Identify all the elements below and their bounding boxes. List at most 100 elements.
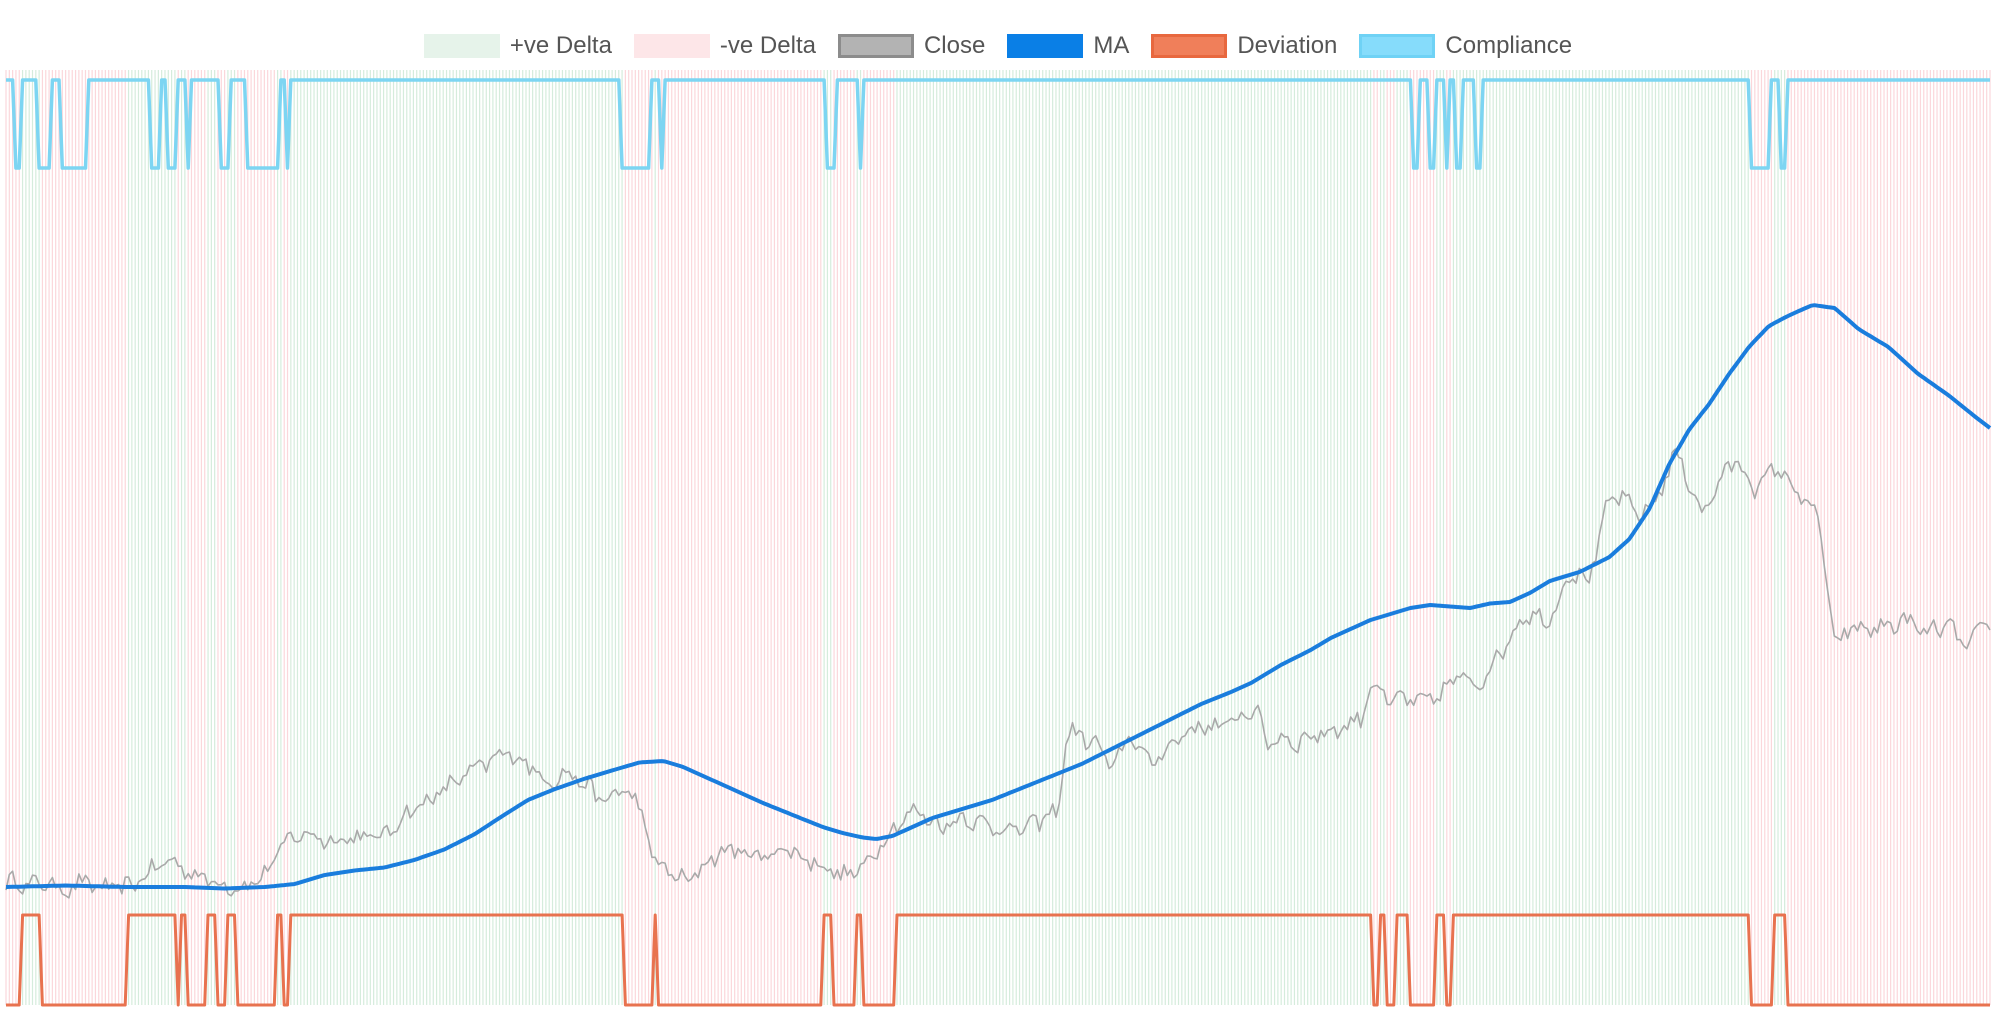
- negative-delta-band: [720, 70, 723, 1005]
- negative-delta-band: [684, 70, 686, 1005]
- positive-delta-band: [1697, 70, 1700, 1005]
- negative-delta-band: [767, 70, 769, 1005]
- positive-delta-band: [171, 70, 173, 1005]
- negative-delta-band: [71, 70, 73, 1005]
- legend-item-ma[interactable]: MA: [1007, 32, 1129, 60]
- positive-delta-band: [1081, 70, 1084, 1005]
- positive-delta-band: [1495, 70, 1498, 1005]
- positive-delta-band: [1340, 70, 1342, 1005]
- negative-delta-band: [220, 70, 222, 1005]
- positive-delta-band: [1396, 70, 1398, 1005]
- positive-delta-band: [1664, 70, 1667, 1005]
- negative-delta-band: [68, 70, 70, 1005]
- negative-delta-band: [1929, 70, 1931, 1005]
- positive-delta-band: [214, 70, 216, 1005]
- negative-delta-band: [1979, 70, 1981, 1005]
- positive-delta-band: [1585, 70, 1587, 1005]
- positive-delta-band: [134, 70, 136, 1005]
- positive-delta-band: [35, 70, 37, 1005]
- positive-delta-band: [604, 70, 607, 1005]
- negative-delta-band: [1833, 70, 1835, 1005]
- negative-delta-band: [1876, 70, 1878, 1005]
- negative-delta-band: [893, 70, 895, 1005]
- negative-delta-band: [118, 70, 120, 1005]
- negative-delta-band: [91, 70, 93, 1005]
- negative-delta-band: [691, 70, 693, 1005]
- negative-delta-band: [677, 70, 679, 1005]
- positive-delta-band: [1012, 70, 1014, 1005]
- negative-delta-band: [197, 70, 199, 1005]
- positive-delta-band: [28, 70, 30, 1005]
- negative-delta-band: [12, 70, 14, 1005]
- positive-delta-band: [1353, 70, 1355, 1005]
- positive-delta-band: [985, 70, 988, 1005]
- positive-delta-band: [227, 70, 229, 1005]
- negative-delta-band: [253, 70, 256, 1005]
- negative-delta-band: [647, 70, 650, 1005]
- negative-delta-band: [820, 70, 822, 1005]
- positive-delta-band: [1701, 70, 1703, 1005]
- positive-delta-band: [1721, 70, 1723, 1005]
- positive-delta-band: [939, 70, 941, 1005]
- positive-delta-band: [1343, 70, 1345, 1005]
- negative-delta-band: [657, 70, 660, 1005]
- positive-delta-band: [1058, 70, 1060, 1005]
- positive-delta-band: [336, 70, 338, 1005]
- legend-item-close[interactable]: Close: [837, 32, 986, 60]
- negative-delta-band: [1896, 70, 1898, 1005]
- negative-delta-band: [78, 70, 80, 1005]
- negative-delta-band: [61, 70, 63, 1005]
- negative-delta-band: [124, 70, 126, 1005]
- positive-delta-band: [1383, 70, 1385, 1005]
- positive-delta-band: [962, 70, 964, 1005]
- negative-delta-band: [744, 70, 746, 1005]
- positive-delta-band: [1118, 70, 1120, 1005]
- positive-delta-band: [1042, 70, 1044, 1005]
- positive-delta-band: [1346, 70, 1349, 1005]
- positive-delta-band: [1489, 70, 1491, 1005]
- positive-delta-band: [343, 70, 345, 1005]
- positive-delta-band: [373, 70, 375, 1005]
- negative-delta-band: [1860, 70, 1862, 1005]
- positive-delta-band: [1737, 70, 1739, 1005]
- legend-item-negative-delta[interactable]: -ve Delta: [633, 32, 816, 60]
- positive-delta-band: [1197, 70, 1199, 1005]
- positive-delta-band: [1257, 70, 1259, 1005]
- positive-delta-band: [1515, 70, 1517, 1005]
- negative-delta-band: [1373, 70, 1375, 1005]
- positive-delta-band: [184, 70, 186, 1005]
- positive-delta-band: [316, 70, 318, 1005]
- legend-item-deviation[interactable]: Deviation: [1151, 32, 1337, 60]
- positive-delta-band: [1164, 70, 1166, 1005]
- positive-delta-band: [1578, 70, 1580, 1005]
- negative-delta-band: [1413, 70, 1415, 1005]
- positive-delta-band: [949, 70, 951, 1005]
- legend-label-close: Close: [923, 32, 986, 59]
- negative-delta-band: [1797, 70, 1799, 1005]
- positive-delta-band: [1171, 70, 1173, 1005]
- positive-delta-band: [578, 70, 580, 1005]
- legend-item-compliance[interactable]: Compliance: [1359, 32, 1572, 60]
- legend-item-positive-delta[interactable]: +ve Delta: [423, 32, 612, 60]
- positive-delta-band: [432, 70, 434, 1005]
- positive-delta-band: [1370, 70, 1372, 1005]
- negative-delta-band: [1943, 70, 1945, 1005]
- negative-delta-band: [763, 70, 766, 1005]
- positive-delta-band: [830, 70, 832, 1005]
- positive-delta-band: [1641, 70, 1643, 1005]
- negative-delta-band: [1764, 70, 1766, 1005]
- positive-delta-band: [1250, 70, 1252, 1005]
- negative-delta-band: [1982, 70, 1984, 1005]
- positive-delta-band: [1625, 70, 1627, 1005]
- negative-delta-band: [1837, 70, 1839, 1005]
- negative-delta-band: [757, 70, 759, 1005]
- positive-delta-band: [1151, 70, 1153, 1005]
- legend-label-negative-delta: -ve Delta: [719, 32, 816, 59]
- positive-delta-band: [535, 70, 537, 1005]
- negative-delta-band: [8, 70, 10, 1005]
- positive-delta-band: [462, 70, 464, 1005]
- positive-delta-band: [323, 70, 325, 1005]
- positive-delta-band: [1194, 70, 1196, 1005]
- positive-delta-band: [515, 70, 517, 1005]
- positive-delta-band: [1621, 70, 1623, 1005]
